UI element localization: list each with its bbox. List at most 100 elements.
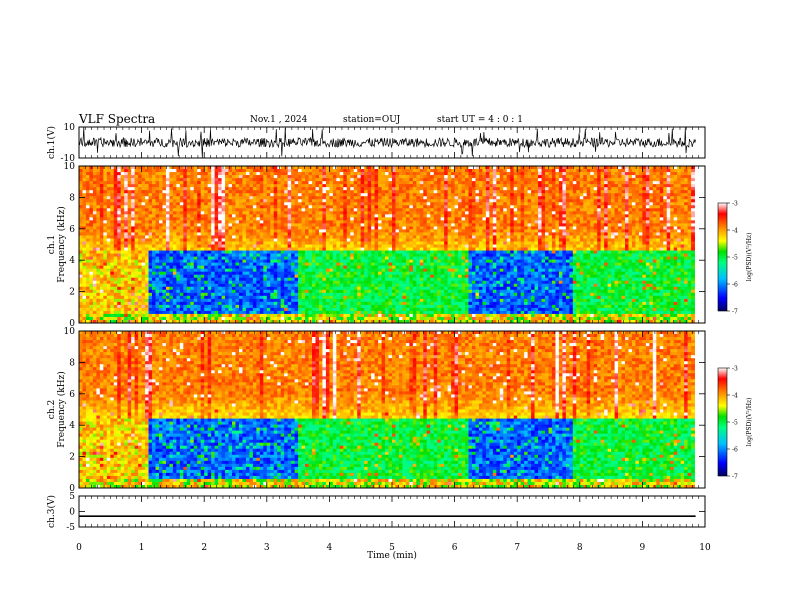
spectrogram-cell: [158, 235, 163, 239]
spectrogram-cell: [124, 217, 129, 221]
spectrogram-cell: [367, 289, 372, 294]
spectrogram-cell: [190, 250, 195, 254]
spectrogram-cell: [79, 193, 83, 197]
spectrogram-cell: [259, 262, 264, 267]
spectrogram-cell: [99, 232, 104, 236]
spectrogram-cell: [350, 202, 355, 206]
spectrogram-cell: [145, 244, 149, 248]
spectrogram-cell: [186, 235, 191, 239]
spectrogram-cell: [165, 283, 170, 288]
spectrogram-cell: [291, 274, 296, 279]
spectrogram-cell: [152, 259, 156, 264]
spectrogram-cell: [134, 289, 139, 294]
spectrogram-cell: [357, 181, 362, 185]
spectrogram-cell: [134, 292, 139, 297]
spectrogram-cell: [186, 301, 191, 306]
spectrogram-cell: [294, 304, 299, 309]
spectrogram-cell: [200, 220, 205, 224]
spectrogram-cell: [308, 211, 313, 215]
spectrogram-cell: [197, 292, 202, 297]
spectrogram-cell: [398, 250, 403, 254]
spectrogram-cell: [92, 271, 97, 276]
spectrogram-cell: [364, 283, 369, 288]
spectrogram-cell: [148, 235, 153, 239]
spectrogram-cell: [138, 202, 142, 206]
spectrogram-cell: [228, 274, 233, 279]
spectrogram-cell: [138, 283, 142, 288]
spectrogram-cell: [371, 295, 376, 300]
spectrogram-cell: [273, 211, 278, 215]
spectrogram-cell: [169, 178, 174, 182]
spectrogram-cell: [374, 274, 379, 279]
spectrogram-cell: [385, 184, 389, 188]
spectrogram-cell: [388, 292, 393, 297]
spectrogram-cell: [249, 169, 254, 173]
spectrogram-cell: [329, 178, 334, 182]
spectrogram-cell: [409, 238, 414, 242]
spectrogram-cell: [315, 316, 320, 321]
spectrogram-cell: [392, 286, 396, 291]
spectrogram-cell: [172, 277, 177, 282]
spectrogram-cell: [249, 184, 254, 188]
spectrogram-cell: [395, 166, 400, 170]
spectrogram-cell: [266, 250, 271, 254]
spectrogram-cell: [398, 178, 403, 182]
spectrogram-cell: [263, 184, 268, 188]
spectrogram-cell: [318, 277, 323, 282]
spectrogram-cell: [308, 301, 313, 306]
spectrogram-cell: [284, 232, 289, 236]
spectrogram-cell: [385, 187, 389, 191]
spectrogram-cell: [103, 229, 108, 233]
spectrogram-cell: [339, 304, 344, 309]
spectrogram-cell: [263, 319, 268, 324]
spectrogram-cell: [193, 184, 198, 188]
spectrogram-cell: [318, 301, 323, 306]
spectrogram-cell: [186, 187, 191, 191]
spectrogram-cell: [336, 226, 341, 230]
spectrogram-cell: [221, 268, 226, 273]
spectrogram-cell: [395, 262, 400, 267]
spectrogram-cell: [364, 301, 369, 306]
spectrogram-cell: [148, 238, 153, 242]
spectrogram-cell: [190, 301, 195, 306]
spectrogram-cell: [225, 247, 229, 251]
spectrogram-cell: [186, 211, 191, 215]
spectrogram-cell: [270, 295, 275, 300]
spectrogram-cell: [232, 265, 236, 270]
spectrogram-cell: [200, 274, 205, 279]
spectrogram-cell: [172, 280, 177, 285]
spectrogram-cell: [405, 301, 410, 306]
spectrogram-cell: [127, 289, 132, 294]
spectrogram-cell: [228, 277, 233, 282]
spectrogram-cell: [395, 229, 400, 233]
spectrogram-cell: [395, 271, 400, 276]
spectrogram-cell: [207, 292, 212, 297]
spectrogram-cell: [110, 217, 115, 221]
spectrogram-cell: [367, 193, 372, 197]
spectrogram-cell: [235, 223, 240, 227]
spectrogram-cell: [245, 184, 250, 188]
spectrogram-cell: [346, 196, 351, 200]
spectrogram-cell: [273, 226, 278, 230]
spectrogram-cell: [117, 175, 122, 179]
spectrogram-cell: [270, 217, 275, 221]
spectrogram-cell: [228, 283, 233, 288]
spectrogram-cell: [325, 253, 330, 257]
spectrogram-cell: [378, 310, 382, 315]
spectrogram-cell: [364, 253, 369, 257]
spectrogram-cell: [232, 220, 236, 224]
spectrogram-cell: [405, 289, 410, 294]
spectrogram-cell: [364, 244, 369, 248]
spectrogram-cell: [245, 307, 250, 312]
spectrogram-cell: [357, 319, 362, 324]
spectrogram-cell: [291, 190, 296, 194]
spectrogram-cell: [169, 211, 174, 215]
spectrogram-cell: [176, 220, 181, 224]
spectrogram-cell: [158, 187, 163, 191]
spectrogram-cell: [308, 295, 313, 300]
spectrogram-cell: [99, 250, 104, 254]
spectrogram-cell: [96, 292, 101, 297]
spectrogram-cell: [218, 277, 222, 282]
spectrogram-cell: [277, 229, 282, 233]
spectrogram-cell: [141, 217, 146, 221]
